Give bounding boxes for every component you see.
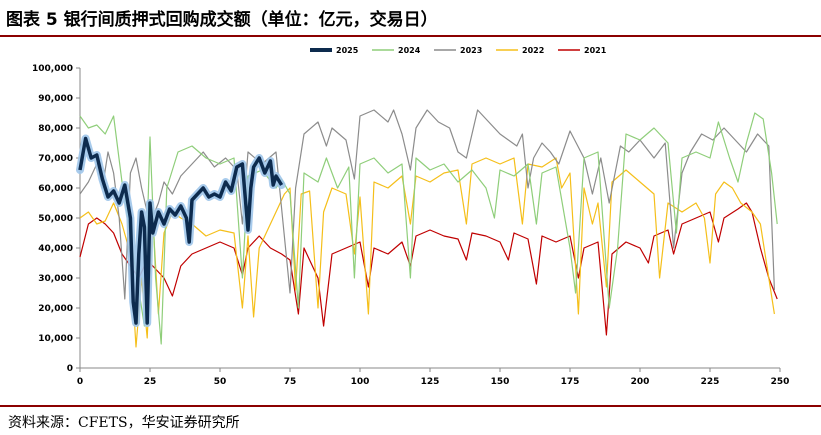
x-tick-label: 200 [631,377,650,387]
y-tick-label: 90,000 [38,94,73,104]
series-line-2021 [79,202,778,336]
title-divider [0,35,821,37]
x-tick-label: 125 [421,377,440,387]
legend-label-2025: 2025 [336,46,359,55]
source-divider [0,405,821,407]
figure-title: 图表 5 银行间质押式回购成交额（单位：亿元，交易日） [6,10,438,30]
figure-header: 图表 5 银行间质押式回购成交额（单位：亿元，交易日） [0,0,821,36]
y-tick-label: 60,000 [38,184,73,194]
y-tick-label: 10,000 [38,334,73,344]
x-tick-label: 50 [214,377,227,387]
y-tick-label: 100,000 [32,64,73,74]
x-tick-label: 0 [77,377,83,387]
y-tick-label: 80,000 [38,124,73,134]
legend-label-2021: 2021 [584,46,607,55]
x-tick-label: 100 [351,377,370,387]
y-tick-label: 20,000 [38,304,73,314]
legend-label-2024: 2024 [398,46,421,55]
legend-label-2023: 2023 [460,46,482,55]
source-note: 资料来源：CFETS，华安证券研究所 [8,415,240,431]
y-tick-label: 30,000 [38,274,73,284]
y-tick-label: 0 [67,364,73,374]
line-chart: 0 10,000 20,000 30,000 40,000 50,000 60,000 70,… [32,46,790,387]
series-line-2025 [78,136,284,325]
x-tick-label: 150 [491,377,510,387]
y-tick-label: 40,000 [38,244,73,254]
x-tick-label: 175 [561,377,580,387]
series-glow-2025 [76,134,286,327]
x-tick-label: 250 [771,377,790,387]
y-tick-label: 70,000 [38,154,73,164]
series-line-2022 [79,157,775,348]
x-tick-label: 25 [144,377,157,387]
y-tick-label: 50,000 [38,214,73,224]
legend-label-2022: 2022 [522,46,544,55]
series-line-2024 [79,112,778,345]
x-tick-label: 75 [284,377,297,387]
x-tick-label: 225 [701,377,720,387]
series-line-2023 [79,109,775,300]
chart-area: 0 10,000 20,000 30,000 40,000 50,000 60,000 70,… [0,38,821,398]
